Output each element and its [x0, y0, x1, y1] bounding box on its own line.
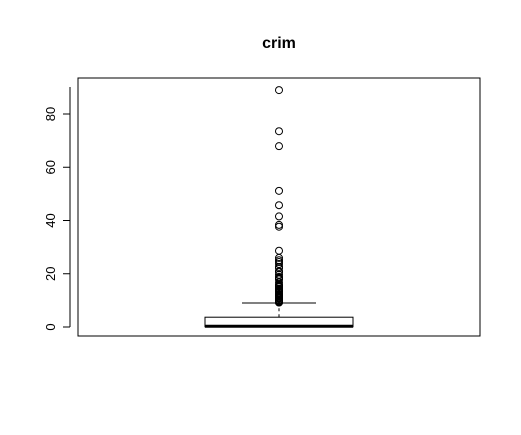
y-tick-label: 20 [43, 267, 58, 281]
outlier-point [275, 201, 283, 210]
boxplot [204, 302, 354, 328]
outlier-point [275, 253, 283, 262]
outlier-point [275, 212, 283, 221]
chart-title: crim [262, 35, 296, 52]
y-tick-label: 80 [43, 107, 58, 121]
outlier-point [275, 258, 283, 267]
outlier-point [275, 246, 283, 255]
outlier-point [275, 264, 283, 273]
outlier-point [275, 298, 283, 307]
outlier-point [275, 142, 283, 151]
outlier-point [275, 127, 283, 136]
y-tick-label: 0 [43, 323, 58, 330]
y-tick-label: 60 [43, 160, 58, 174]
plot-frame [77, 77, 481, 337]
outlier-points [275, 86, 283, 307]
outlier-point [275, 86, 283, 95]
outlier-point [275, 186, 283, 195]
y-axis-ticks: 0 20 40 60 80 [43, 107, 70, 331]
y-tick-label: 40 [43, 213, 58, 227]
outlier-point [275, 222, 283, 231]
